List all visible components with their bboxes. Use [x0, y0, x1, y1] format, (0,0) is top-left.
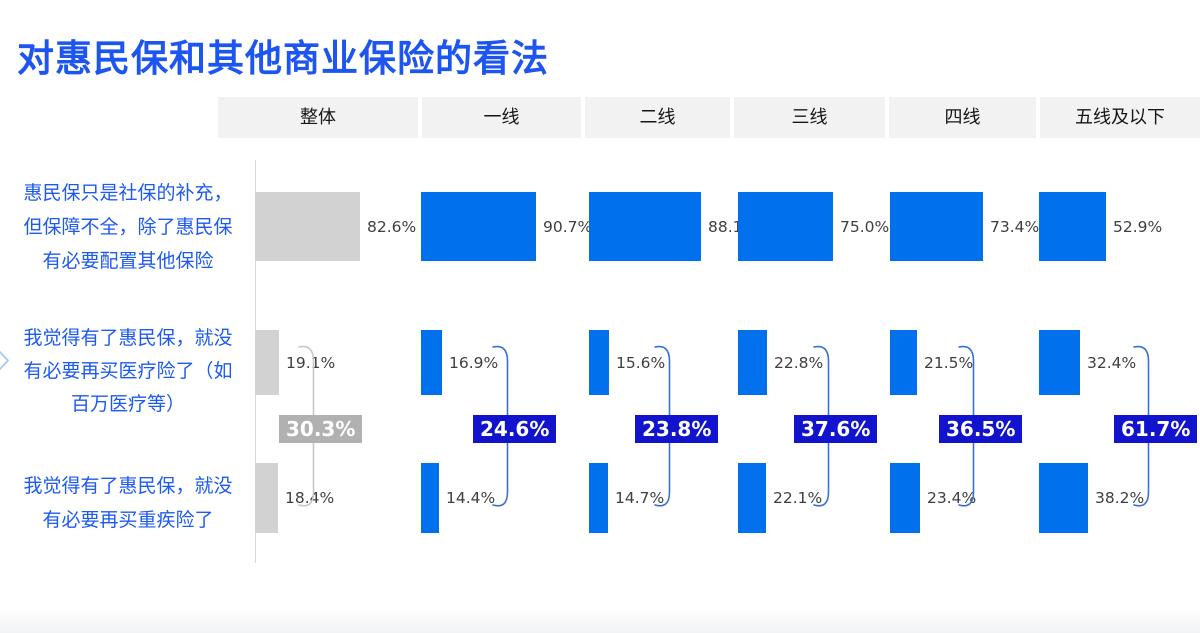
statement-line: 有必要再买重疾险了 — [42, 510, 214, 531]
column-header: 一线 — [422, 97, 581, 138]
page-title: 对惠民保和其他商业保险的看法 — [17, 38, 549, 79]
combined-value-box: 30.3% — [279, 415, 363, 443]
bar — [1039, 192, 1106, 261]
bar — [738, 463, 766, 533]
bar-value-label: 22.1% — [773, 489, 823, 507]
bar — [421, 463, 439, 533]
bar — [421, 192, 536, 261]
combined-value-box: 37.6% — [794, 415, 878, 443]
bar-value-label: 15.6% — [616, 353, 666, 372]
combined-value-box: 36.5% — [939, 415, 1023, 443]
bar-value-label: 73.4% — [990, 217, 1040, 236]
bar — [255, 192, 360, 261]
bar-value-label: 19.1% — [286, 353, 336, 372]
bar — [1039, 330, 1080, 395]
column-header: 四线 — [889, 97, 1036, 138]
bar — [255, 330, 279, 395]
column-header: 三线 — [734, 97, 885, 138]
combined-value-box: 23.8% — [635, 415, 719, 443]
bar-value-label: 16.9% — [449, 353, 499, 372]
bar — [890, 192, 983, 261]
bar-value-label: 38.2% — [1095, 489, 1145, 507]
bar-value-label: 52.9% — [1113, 217, 1163, 236]
bottom-shadow — [0, 607, 1200, 633]
bar-value-label: 23.4% — [927, 489, 977, 507]
bar-value-label: 75.0% — [840, 217, 890, 236]
chevron-right-icon[interactable] — [0, 349, 11, 372]
bar-value-label: 18.4% — [285, 489, 335, 507]
bar-value-label: 32.4% — [1087, 353, 1137, 372]
bar — [738, 192, 833, 261]
statement-line: 我觉得有了惠民保，就没 — [23, 476, 233, 497]
combined-value-box: 61.7% — [1114, 415, 1198, 443]
bar — [1039, 463, 1088, 533]
bar — [738, 330, 767, 395]
bar-value-label: 21.5% — [924, 353, 974, 372]
bar — [589, 463, 608, 533]
bar-value-label: 90.7% — [543, 217, 593, 236]
bar — [589, 192, 701, 261]
bar — [589, 330, 609, 395]
statement-line: 百万医疗等） — [70, 394, 185, 415]
statement-label: 我觉得有了惠民保，就没 有必要再买医疗险了（如 百万医疗等） — [2, 322, 254, 421]
combined-value-box: 24.6% — [473, 415, 557, 443]
bar — [890, 330, 917, 395]
bar-value-label: 22.8% — [774, 353, 824, 372]
bar-value-label: 14.4% — [446, 489, 496, 507]
statement-line: 但保障不全，除了惠民保 — [23, 217, 233, 238]
bar — [890, 463, 920, 533]
statement-line: 有必要配置其他保险 — [42, 251, 214, 272]
statement-label: 我觉得有了惠民保，就没 有必要再买重疾险了 — [2, 470, 254, 538]
column-header: 二线 — [585, 97, 730, 138]
bar-value-label: 14.7% — [615, 489, 665, 507]
bar — [421, 330, 442, 395]
statement-line: 惠民保只是社保的补充， — [23, 183, 233, 204]
statement-line: 我觉得有了惠民保，就没 — [23, 328, 233, 349]
statement-label: 惠民保只是社保的补充， 但保障不全，除了惠民保 有必要配置其他保险 — [2, 177, 254, 279]
column-header: 五线及以下 — [1040, 97, 1200, 138]
bar-value-label: 82.6% — [367, 217, 417, 236]
statement-line: 有必要再买医疗险了（如 — [23, 361, 233, 382]
column-header: 整体 — [218, 97, 418, 138]
bar — [255, 463, 278, 533]
